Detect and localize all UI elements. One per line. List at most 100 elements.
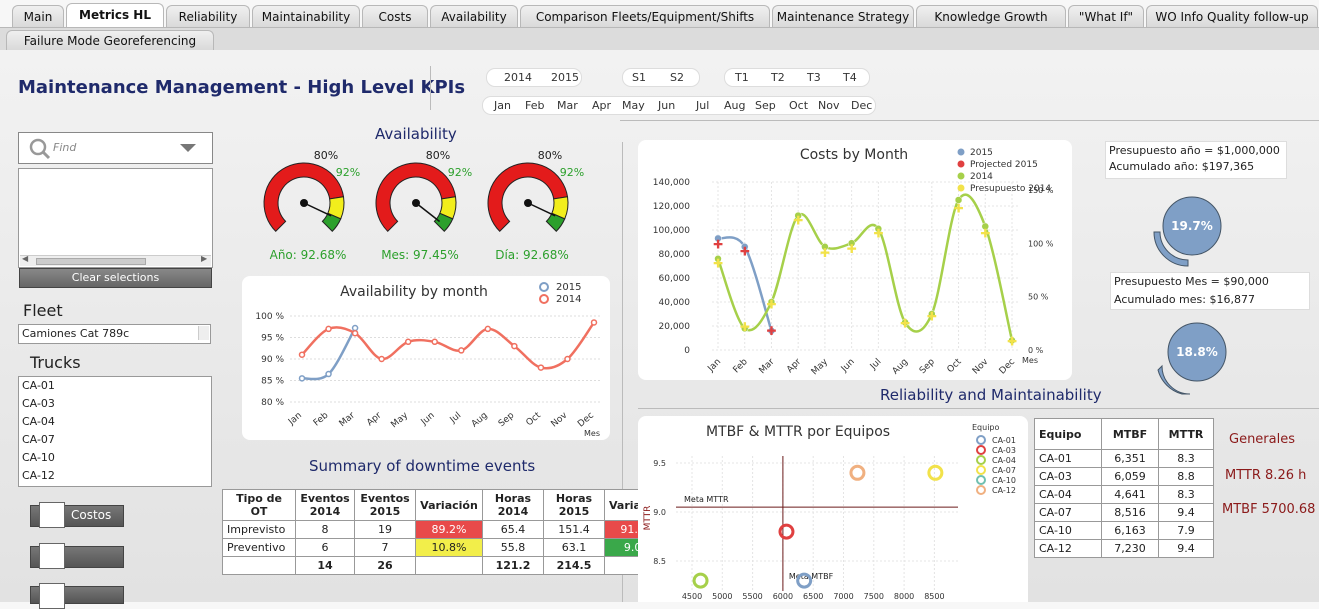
filter-month-aug[interactable]: Aug (724, 99, 746, 112)
clear-selections-button[interactable]: Clear selections (19, 268, 212, 288)
filter-month-apr[interactable]: Apr (592, 99, 612, 112)
fleet-select[interactable]: Camiones Cat 789c (18, 324, 211, 344)
filter-month-nov[interactable]: Nov (818, 99, 840, 112)
legend-title: Equipo (972, 423, 1000, 432)
legend-label: CA-12 (992, 486, 1016, 495)
filter-month-jun[interactable]: Jun (658, 99, 676, 112)
downtime-table: Tipo de OT Eventos 2014 Eventos 2015 Variac… (222, 489, 672, 575)
search-input[interactable]: Find (53, 141, 77, 154)
table-cell: 8.8 (1158, 467, 1214, 486)
y-axis-label: MTTR (643, 506, 653, 531)
data-marker: ✚ (766, 324, 776, 338)
data-point (847, 239, 856, 247)
availability-by-month-chart: Availability by month 80 % 85 % 90 % 95 % 100… (255, 282, 602, 438)
gauge-red-zone (263, 162, 345, 232)
legend-label: Projected 2015 (970, 160, 1038, 170)
search-icon (29, 138, 51, 160)
tab-costs[interactable]: Costs (362, 5, 428, 28)
horizontal-scrollbar[interactable]: ◀ ▶ (20, 254, 211, 266)
chevron-down-icon[interactable] (179, 143, 197, 153)
filter-year-2015[interactable]: 2015 (551, 71, 579, 84)
nav-button-2[interactable] (30, 543, 124, 569)
scroll-left-icon[interactable]: ◀ (22, 254, 29, 263)
trucks-list[interactable]: CA-01 CA-03 CA-04 CA-07 CA-10 CA-12 (18, 376, 212, 487)
fleet-scrollbar[interactable] (198, 326, 209, 340)
data-point (767, 298, 776, 306)
table-cell: 89.2% (415, 520, 483, 539)
gauge-hub (412, 199, 420, 207)
table-cell: CA-04 (1034, 485, 1102, 504)
scroll-right-icon[interactable]: ▶ (201, 254, 208, 263)
table-cell: 151.4 (543, 520, 605, 539)
filter-month-sep[interactable]: Sep (755, 99, 776, 112)
filter-s2[interactable]: S2 (670, 71, 684, 84)
table-cell: 214.5 (543, 556, 605, 575)
filter-t3[interactable]: T3 (807, 71, 821, 84)
nav-button-3[interactable] (30, 583, 124, 609)
generales-title: Generales (1229, 432, 1296, 447)
x-tick-label: Feb (732, 357, 751, 376)
costs-by-month-chart: Costs by Month 0 20,000 40,000 60,000 80,000 1… (653, 147, 1054, 377)
filter-month-feb[interactable]: Feb (525, 99, 545, 112)
table-cell: 10.8% (415, 538, 483, 557)
table-row: CA-03 6,059 8.8 (1034, 467, 1214, 486)
tab-reliability[interactable]: Reliability (166, 5, 250, 28)
search-results-list[interactable]: ◀ ▶ (18, 168, 213, 268)
tab-knowledge-growth[interactable]: Knowledge Growth (916, 5, 1066, 28)
filter-month-jan[interactable]: Jan (494, 99, 511, 112)
tab-wo-info[interactable]: WO Info Quality follow-up (1146, 5, 1318, 28)
filter-month-dec[interactable]: Dec (851, 99, 873, 112)
table-cell: Imprevisto (222, 520, 296, 539)
budget-month-pct: 18.8% (1176, 345, 1218, 359)
table-header: Horas 2014 (482, 489, 544, 521)
data-marker: ✚ (793, 213, 803, 227)
filter-s1[interactable]: S1 (632, 71, 646, 84)
x-tick-label: Sep (497, 410, 517, 429)
truck-item[interactable]: CA-04 (22, 415, 55, 428)
data-point (378, 355, 385, 363)
availability-title: Availability (375, 125, 457, 143)
grid-icon (39, 502, 65, 528)
truck-item[interactable]: CA-10 (22, 451, 55, 464)
truck-item[interactable]: CA-12 (22, 469, 55, 482)
truck-item[interactable]: CA-03 (22, 397, 55, 410)
tab-comparison[interactable]: Comparison Fleets/Equipment/Shifts (520, 5, 770, 28)
generales-mttr: MTTR 8.26 h (1225, 468, 1307, 483)
tab-metrics-hl[interactable]: Metrics HL (66, 3, 164, 29)
truck-item[interactable]: CA-01 (22, 379, 55, 392)
y-tick-label: 9.5 (653, 459, 666, 468)
budget-year-gauge: 19.7% (1153, 196, 1222, 267)
filter-year-2014[interactable]: 2014 (504, 71, 532, 84)
tab-main[interactable]: Main (12, 5, 64, 28)
x-tick-label: Mar (338, 410, 358, 429)
search-box[interactable]: Find (18, 132, 213, 164)
mtbf-mttr-chart: MTBF & MTTR por Equipos MTTR 4500 5000 5500 6… (643, 423, 1016, 601)
costos-button[interactable]: Costos (30, 502, 124, 528)
tab-maintainability[interactable]: Maintainability (252, 5, 360, 28)
data-point (431, 338, 438, 346)
scroll-thumb[interactable] (36, 258, 146, 265)
filter-month-jul[interactable]: Jul (696, 99, 710, 112)
truck-item[interactable]: CA-07 (22, 433, 55, 446)
data-point (590, 319, 598, 326)
table-cell: 55.8 (482, 538, 544, 557)
filter-month-mar[interactable]: Mar (557, 99, 578, 112)
tab-availability[interactable]: Availability (430, 5, 518, 28)
filter-month-oct[interactable]: Oct (789, 99, 809, 112)
y-tick-label: 85 % (261, 377, 284, 387)
budget-month-accum: Acumulado mes: $16,877 (1114, 293, 1255, 306)
tab-failure-mode-georeferencing[interactable]: Failure Mode Georeferencing (6, 30, 214, 51)
reliability-title: Reliability and Maintainability (880, 386, 1102, 404)
gauge-target-label: 92% (560, 166, 584, 179)
scatter-point (849, 464, 866, 481)
budget-year-pct: 19.7% (1171, 219, 1213, 233)
filter-t2[interactable]: T2 (771, 71, 785, 84)
filter-month-may[interactable]: May (622, 99, 645, 112)
filter-t4[interactable]: T4 (843, 71, 857, 84)
data-point (767, 327, 776, 335)
filter-t1[interactable]: T1 (735, 71, 749, 84)
tab-what-if[interactable]: "What If" (1068, 5, 1144, 28)
budget-year-box: Presupuesto año = $1,000,000 Acumulado a… (1105, 141, 1287, 179)
tab-maintenance-strategy[interactable]: Maintenance Strategy (772, 5, 914, 28)
table-cell: 8.3 (1158, 485, 1214, 504)
